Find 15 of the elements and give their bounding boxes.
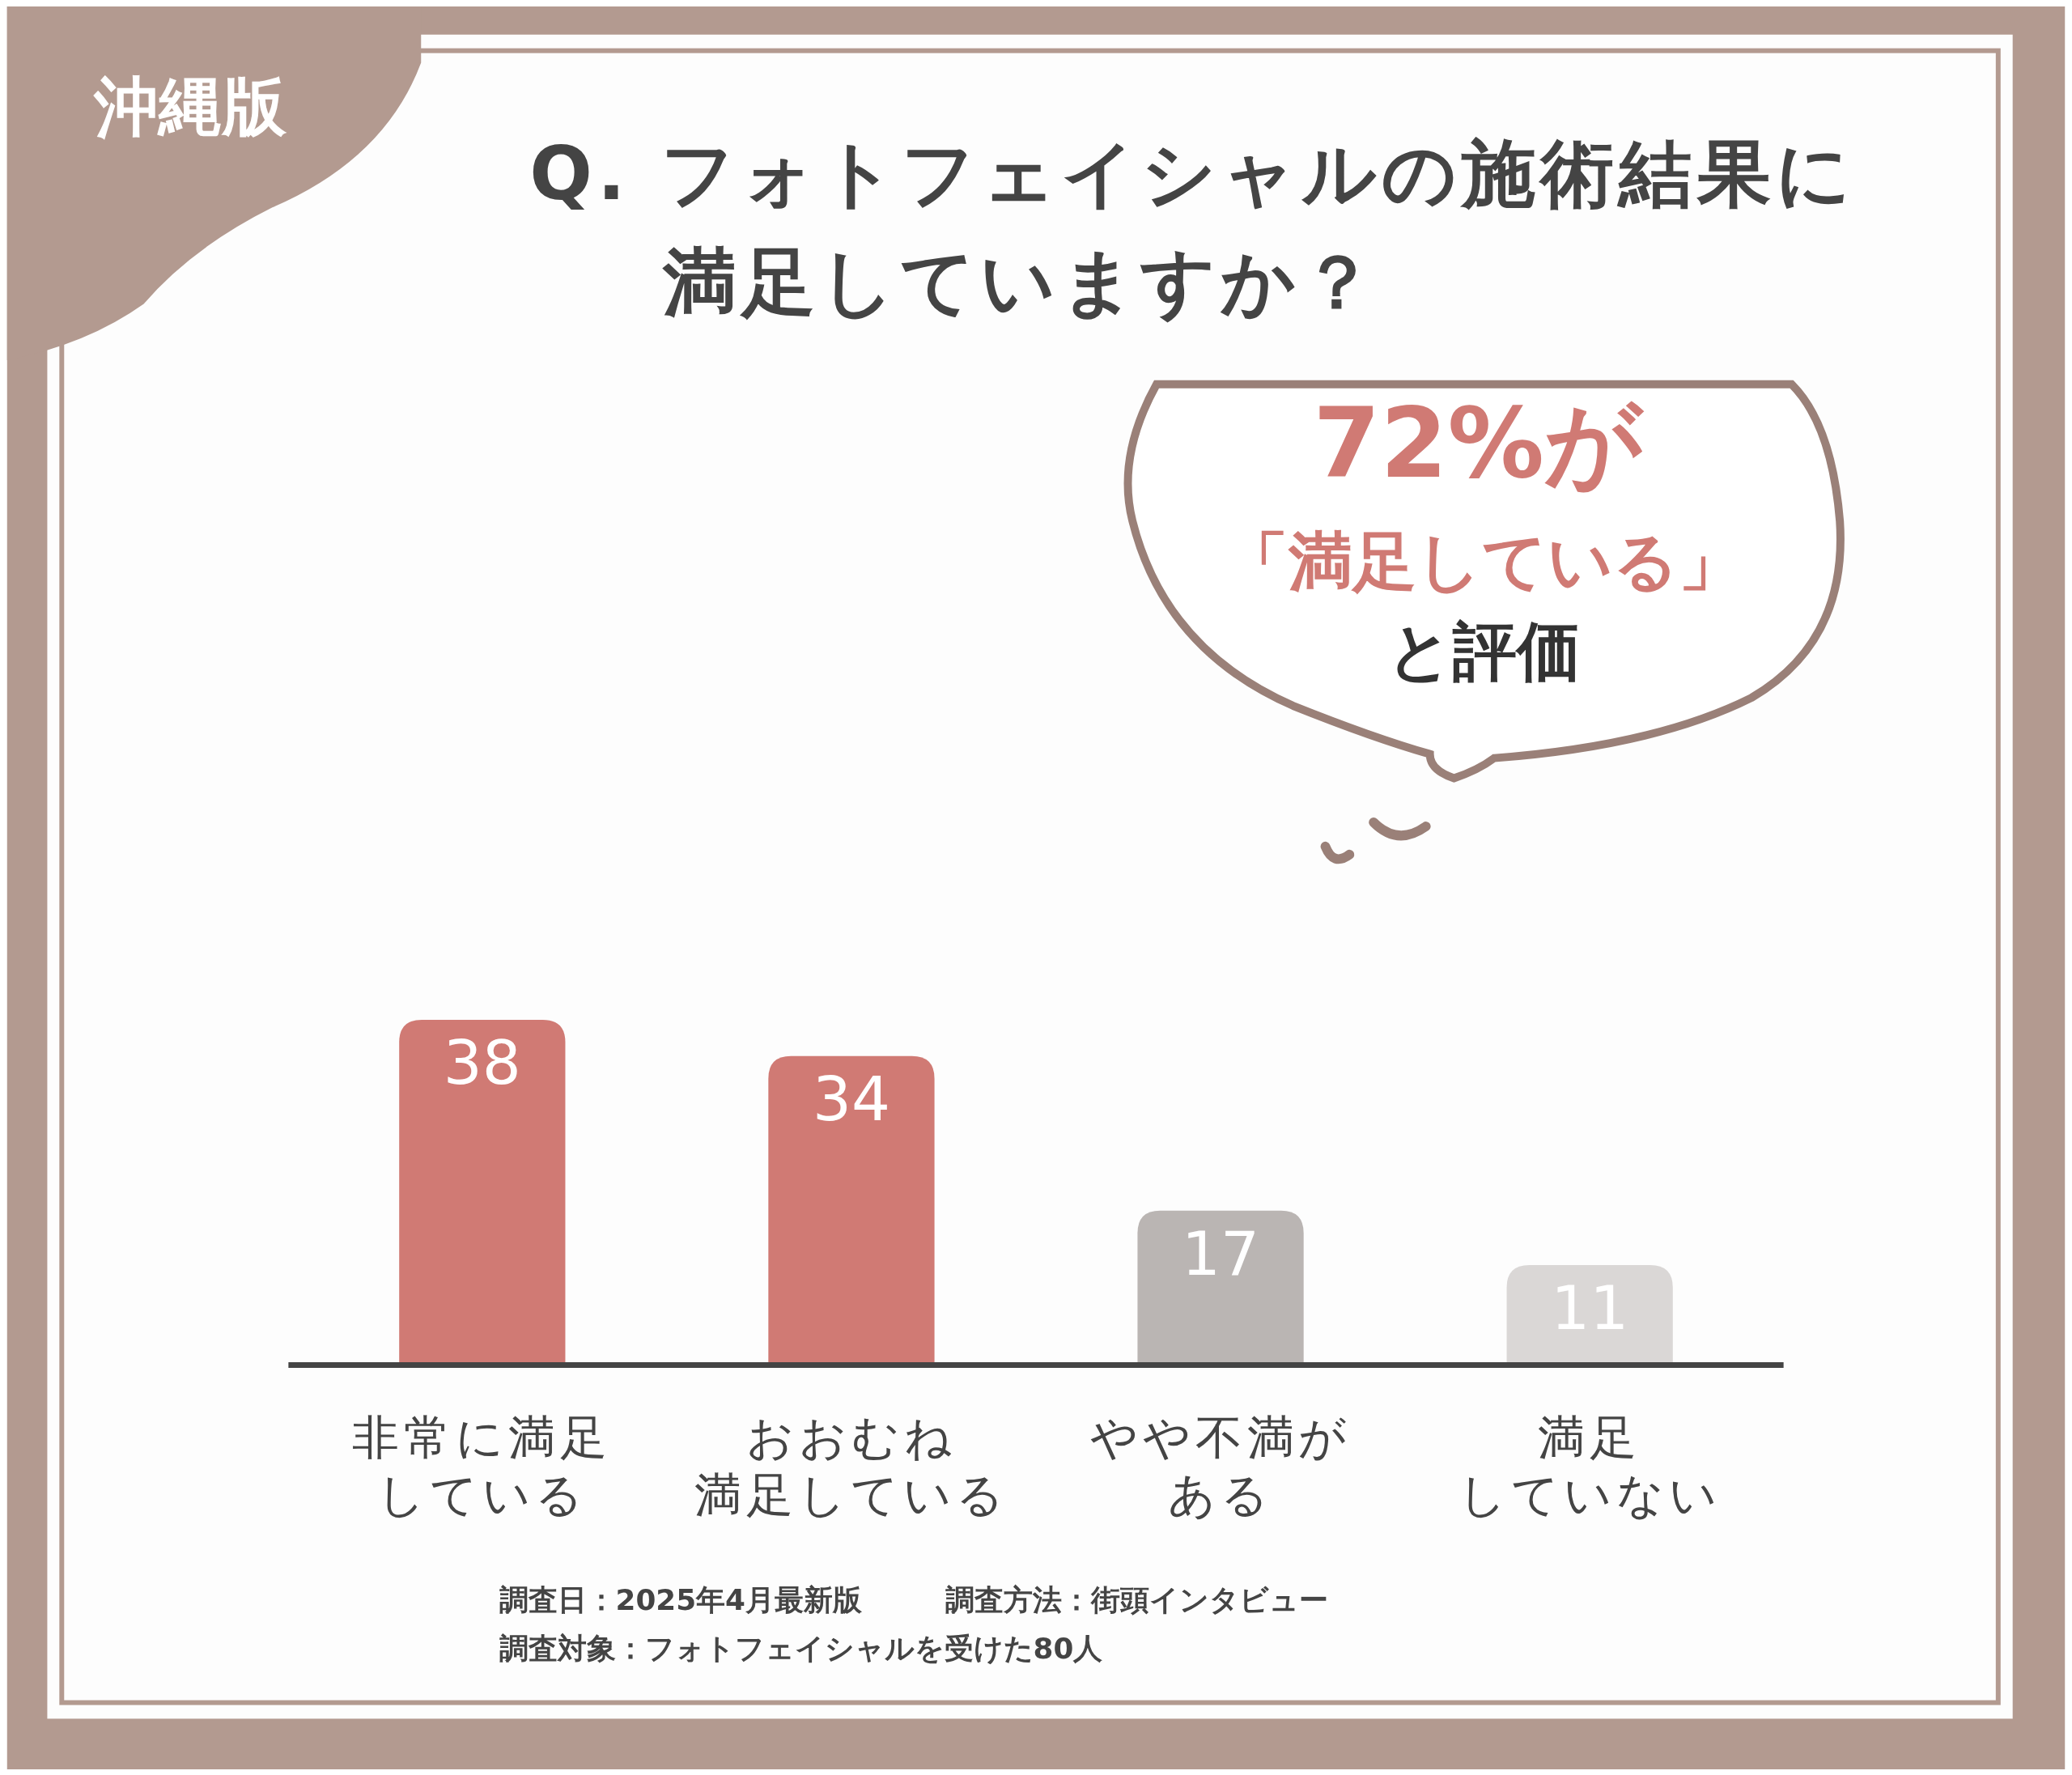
- text: 「満足している」: [1225, 524, 1743, 600]
- x-tick-label: やや不満がある: [1089, 1410, 1352, 1523]
- x-tick-label: 非常に満足している: [352, 1410, 613, 1523]
- data-label: 38: [443, 1027, 521, 1099]
- data-label: 17: [1182, 1218, 1260, 1290]
- text: 調査対象：フォトフェイシャルを受けた80人: [499, 1631, 1103, 1665]
- text: 72%が: [1313, 387, 1645, 499]
- text: 調査方法：街頭インタビュー: [945, 1583, 1328, 1617]
- text: 沖縄版: [92, 68, 287, 144]
- chart-title: Q. フォトフェイシャルの施術結果に満足していますか？: [529, 130, 1856, 326]
- x-tick-label: おおむね満足している: [694, 1410, 1008, 1523]
- x-tick-label: 満足していない: [1458, 1410, 1722, 1523]
- data-label: 34: [812, 1064, 890, 1136]
- text: と評価: [1386, 614, 1581, 690]
- text: 調査日：2025年4月最新版: [499, 1583, 863, 1617]
